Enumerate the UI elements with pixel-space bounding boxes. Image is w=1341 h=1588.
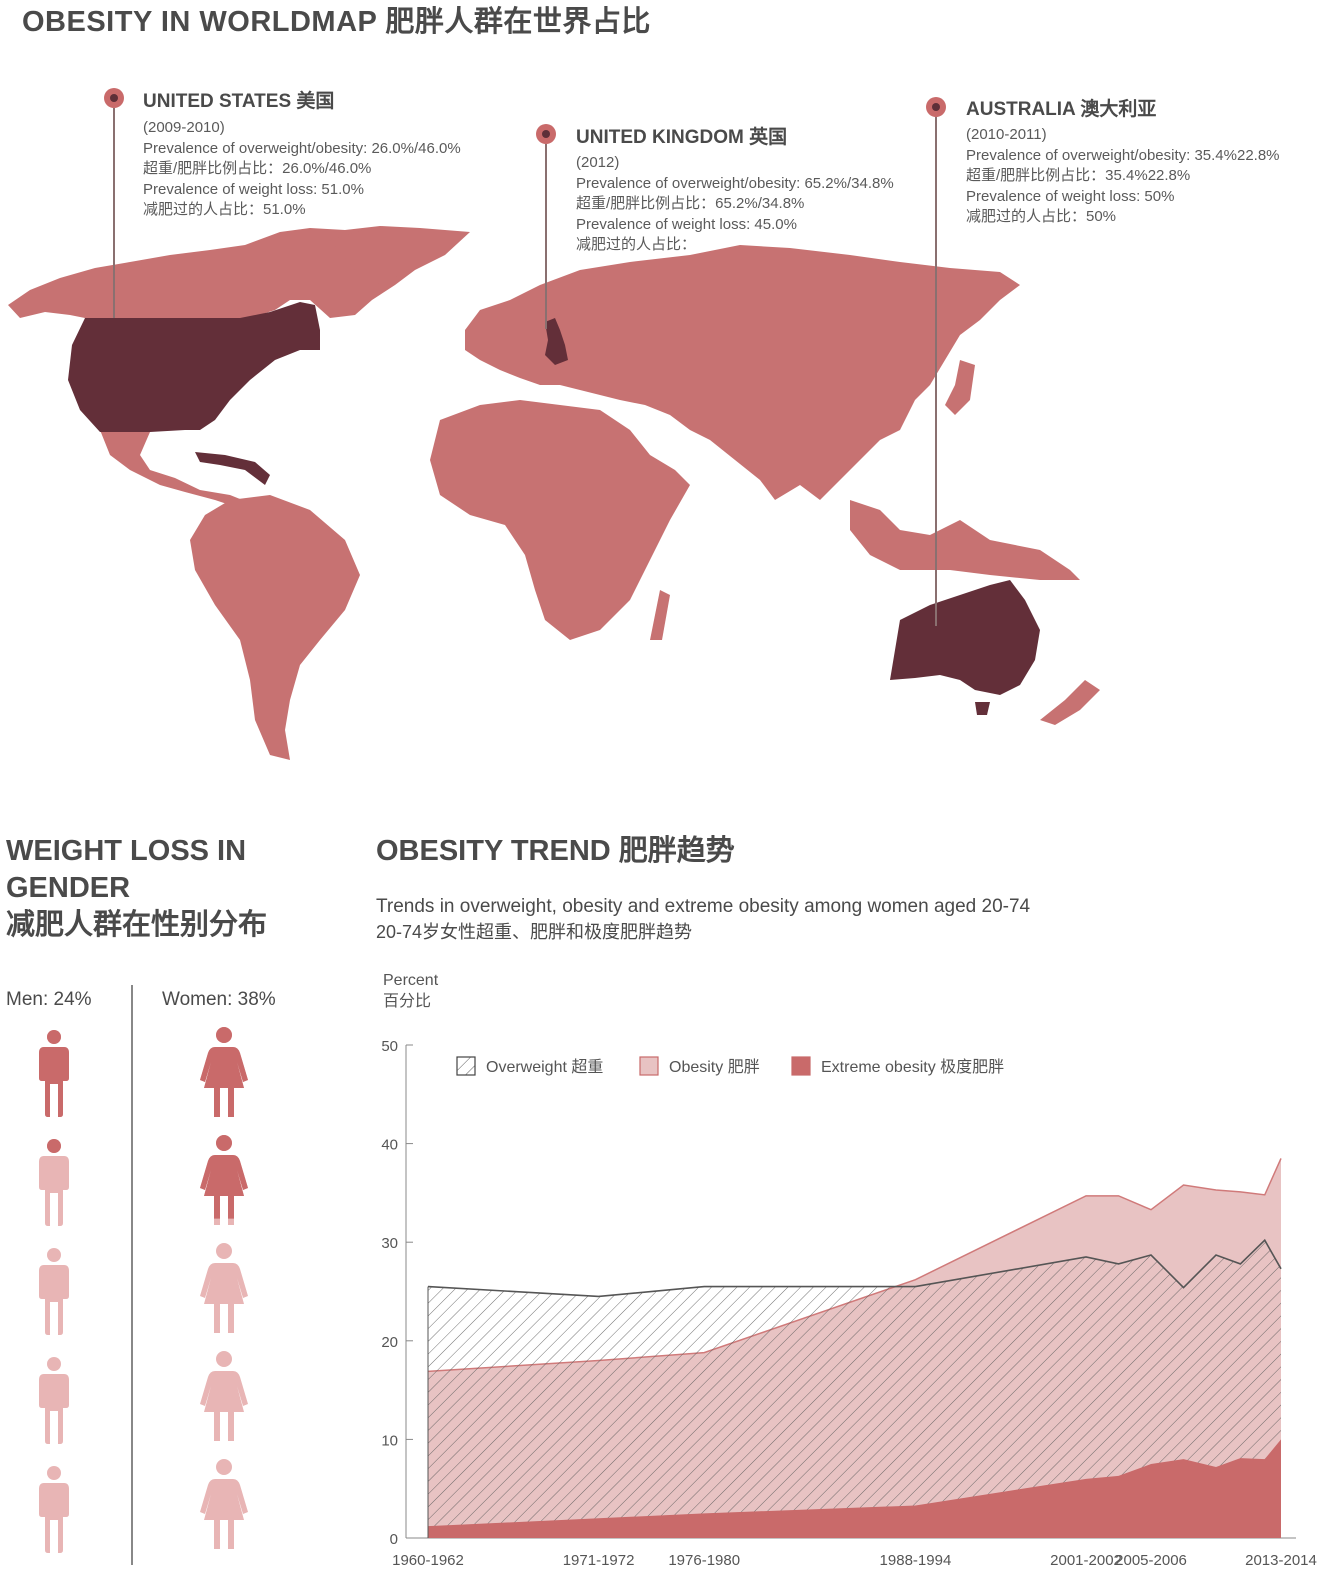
legend-swatch bbox=[791, 1056, 811, 1076]
us-callout-line: 超重/肥胖比例占比：26.0%/46.0% bbox=[143, 160, 372, 177]
map-central-america bbox=[100, 430, 255, 510]
au-callout-line: 减肥过的人占比：50% bbox=[966, 208, 1117, 225]
woman-icon bbox=[200, 1243, 248, 1333]
y-axis-label: Percent 百分比 bbox=[383, 970, 438, 1012]
map-caribbean bbox=[195, 452, 270, 485]
woman-icon bbox=[200, 1351, 248, 1441]
us-pin-icon bbox=[104, 88, 124, 108]
gender-title-line: 减肥人群在性别分布 bbox=[6, 909, 268, 941]
y-tick-label: 30 bbox=[381, 1235, 398, 1252]
us-callout-details: (2009-2010) Prevalence of overweight/obe… bbox=[143, 118, 461, 221]
legend-label: Obesity 肥胖 bbox=[669, 1058, 760, 1076]
uk-callout-title: UNITED KINGDOM 英国 bbox=[576, 127, 788, 148]
man-icon bbox=[39, 1357, 69, 1444]
map-uk bbox=[545, 318, 568, 365]
gender-title: WEIGHT LOSS IN GENDER 减肥人群在性别分布 bbox=[6, 833, 267, 944]
overweight-line bbox=[427, 1238, 1282, 1298]
map-tasmania bbox=[975, 702, 990, 715]
y-tick-label: 20 bbox=[381, 1334, 398, 1351]
trend-subtitle-zh: 20-74岁女性超重、肥胖和极度肥胖趋势 bbox=[376, 922, 693, 942]
au-callout-line: Prevalence of overweight/obesity: 35.4%2… bbox=[966, 146, 1280, 164]
uk-callout-line: 减肥过的人占比： bbox=[576, 236, 697, 253]
au-callout-line: Prevalence of weight loss: 50% bbox=[966, 187, 1175, 205]
map-africa bbox=[430, 400, 690, 640]
overweight-area bbox=[428, 1240, 1281, 1538]
extreme-obesity-area bbox=[428, 1439, 1281, 1538]
women-label: Women: 38% bbox=[162, 989, 276, 1010]
uk-callout-details: (2012) Prevalence of overweight/obesity:… bbox=[576, 153, 894, 256]
us-callout-line: 减肥过的人占比：51.0% bbox=[143, 201, 306, 218]
legend-label: Overweight 超重 bbox=[486, 1058, 603, 1076]
us-callout-line: (2009-2010) bbox=[143, 119, 225, 136]
map-se-asia bbox=[850, 500, 1080, 580]
map-greenland bbox=[330, 228, 465, 285]
y-tick-label: 50 bbox=[381, 1038, 398, 1055]
us-callout-line: Prevalence of overweight/obesity: 26.0%/… bbox=[143, 139, 461, 157]
man-icon bbox=[39, 1466, 69, 1553]
woman-icon bbox=[200, 1027, 248, 1117]
us-callout-title: UNITED STATES 美国 bbox=[143, 91, 335, 112]
man-icon bbox=[39, 1139, 69, 1226]
au-leader-line bbox=[935, 116, 937, 626]
x-tick-label: 1971-1972 bbox=[563, 1552, 635, 1569]
uk-callout-line: (2012) bbox=[576, 154, 620, 171]
map-new-zealand bbox=[1040, 680, 1100, 725]
y-tick-label: 0 bbox=[390, 1531, 398, 1548]
uk-callout-line: Prevalence of overweight/obesity: 65.2%/… bbox=[576, 174, 894, 192]
trend-title: OBESITY TREND 肥胖趋势 bbox=[376, 835, 735, 867]
trend-subtitle-en: Trends in overweight, obesity and extrem… bbox=[376, 896, 1031, 917]
legend-swatch bbox=[639, 1056, 659, 1076]
us-callout-line: Prevalence of weight loss: 51.0% bbox=[143, 180, 364, 198]
uk-callout-line: Prevalence of weight loss: 45.0% bbox=[576, 215, 797, 233]
uk-callout-line: 超重/肥胖比例占比：65.2%/34.8% bbox=[576, 195, 805, 212]
man-icon bbox=[39, 1030, 69, 1117]
y-axis-label-zh: 百分比 bbox=[383, 993, 432, 1010]
legend-swatch bbox=[456, 1056, 476, 1076]
world-map bbox=[8, 226, 1100, 760]
x-tick-label: 2013-2014 bbox=[1245, 1552, 1317, 1569]
au-callout-title: AUSTRALIA 澳大利亚 bbox=[966, 99, 1157, 120]
x-tick-label: 2005-2006 bbox=[1115, 1552, 1187, 1569]
woman-icon bbox=[200, 1459, 248, 1549]
woman-icon bbox=[200, 1135, 248, 1225]
y-tick-label: 40 bbox=[381, 1137, 398, 1154]
gender-divider bbox=[131, 985, 133, 1565]
gender-title-line: WEIGHT LOSS IN bbox=[6, 835, 247, 867]
us-leader-line bbox=[113, 108, 115, 318]
y-tick-label: 10 bbox=[381, 1432, 398, 1449]
map-madagascar bbox=[650, 590, 670, 640]
x-tick-label: 2001-2002 bbox=[1050, 1552, 1122, 1569]
map-japan bbox=[945, 360, 975, 415]
map-usa bbox=[68, 302, 320, 432]
au-pin-icon bbox=[926, 97, 946, 117]
x-tick-label: 1976-1980 bbox=[668, 1552, 740, 1569]
map-eurasia bbox=[465, 245, 1020, 500]
x-tick-label: 1960-1962 bbox=[392, 1552, 464, 1569]
men-label: Men: 24% bbox=[6, 989, 92, 1010]
legend-label: Extreme obesity 极度肥胖 bbox=[821, 1058, 1004, 1076]
uk-pin-icon bbox=[536, 124, 556, 144]
x-tick-label: 1988-1994 bbox=[880, 1552, 952, 1569]
au-callout-line: 超重/肥胖比例占比：35.4%22.8% bbox=[966, 167, 1191, 184]
uk-leader-line bbox=[545, 144, 547, 329]
map-australia bbox=[890, 580, 1040, 695]
man-icon bbox=[39, 1248, 69, 1335]
gender-title-line: GENDER bbox=[6, 872, 131, 904]
au-callout-line: (2010-2011) bbox=[966, 126, 1047, 143]
page-title: OBESITY IN WORLDMAP 肥胖人群在世界占比 bbox=[22, 6, 651, 38]
map-south-america bbox=[190, 495, 360, 760]
au-callout-details: (2010-2011) Prevalence of overweight/obe… bbox=[966, 125, 1280, 228]
y-axis-label-en: Percent bbox=[383, 972, 439, 989]
